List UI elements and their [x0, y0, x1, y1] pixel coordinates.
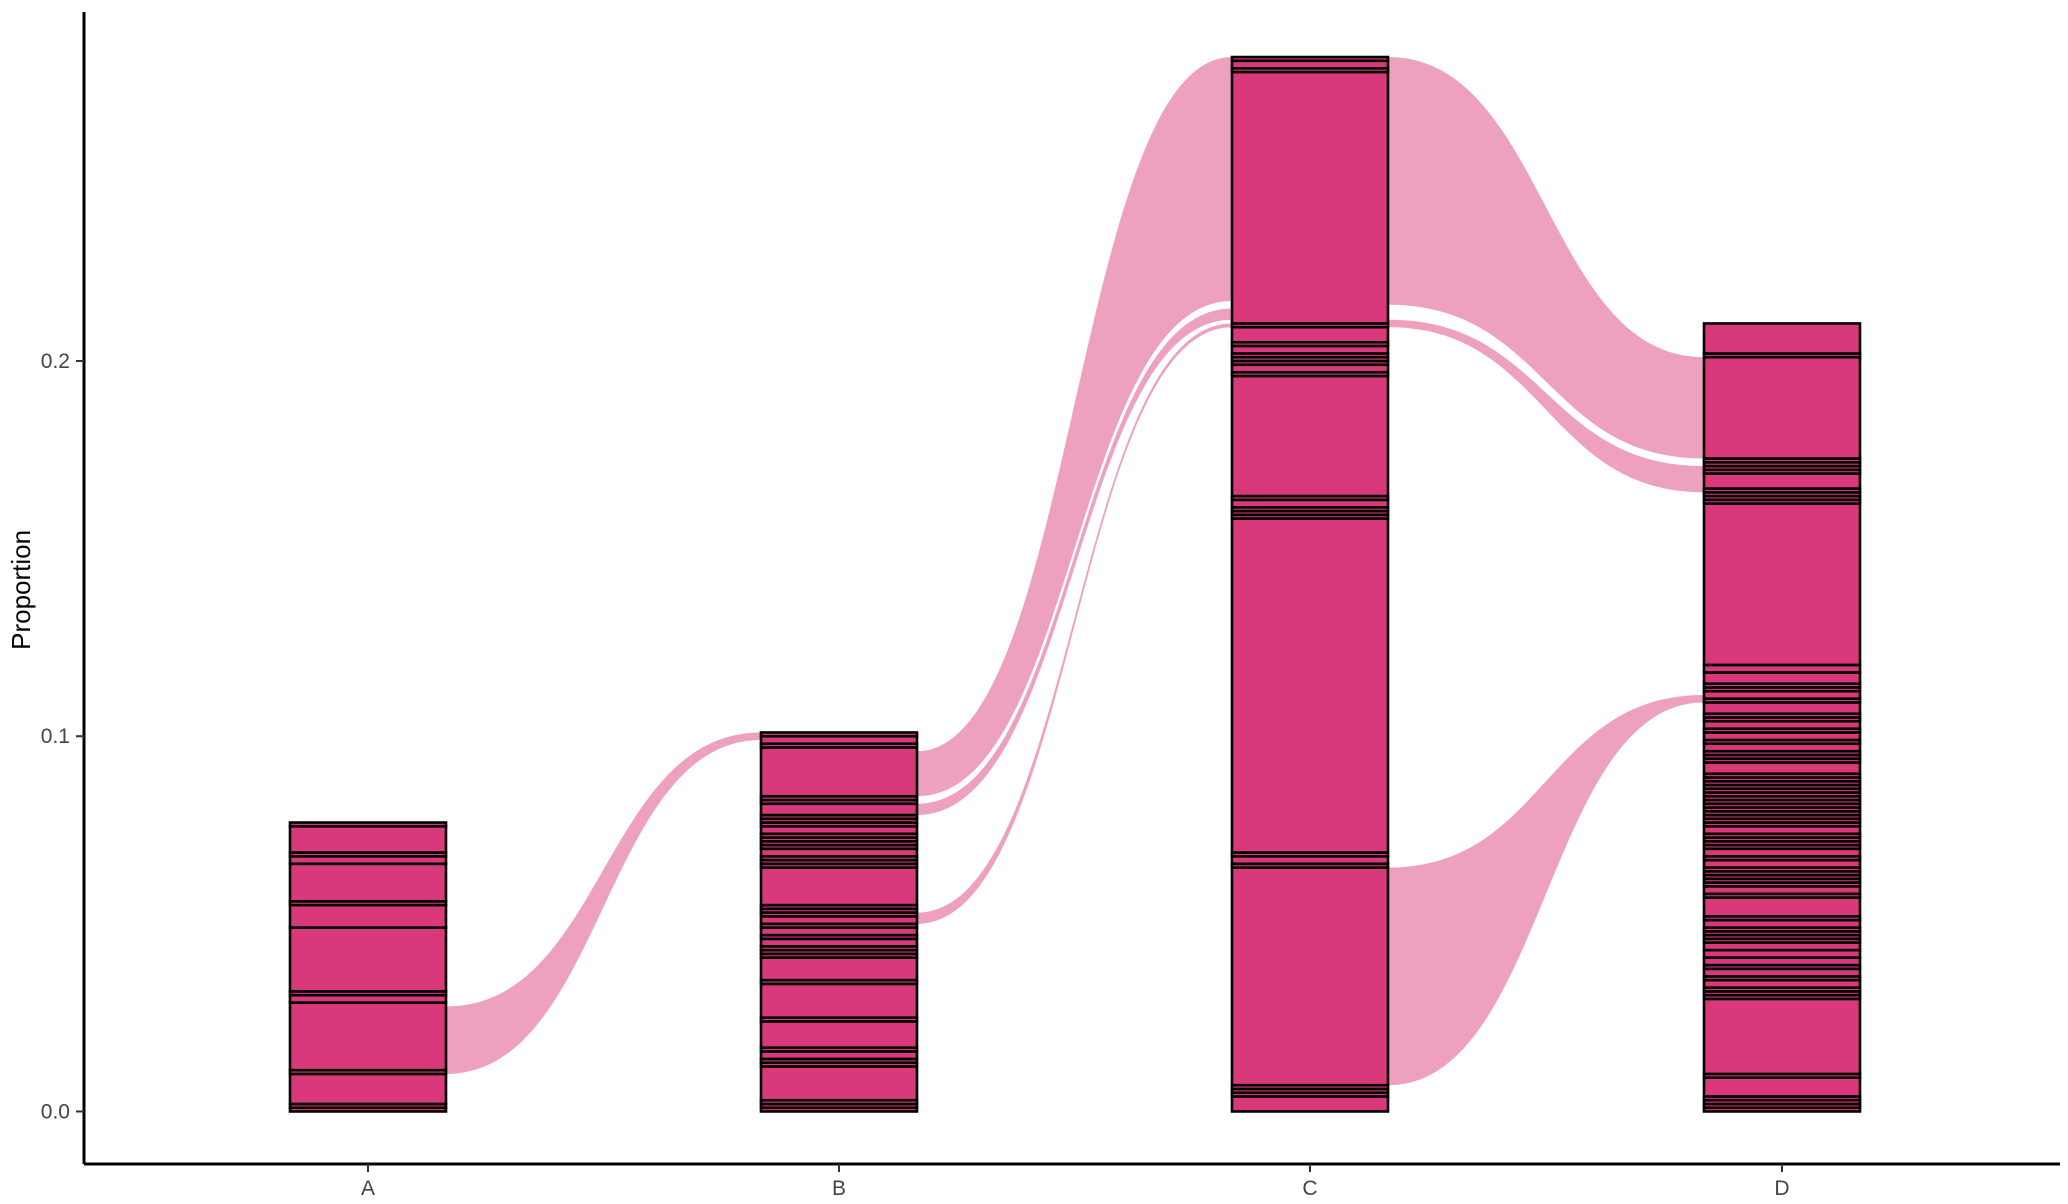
stratum-C-24	[1230, 70, 1390, 325]
flows-layer	[446, 57, 1704, 1086]
stratum-C-14	[1230, 374, 1390, 498]
flow-B-C-1	[917, 57, 1232, 797]
x-tick-label-B: B	[832, 1177, 846, 1200]
x-tick-label-D: D	[1774, 1177, 1789, 1200]
stratum-C-22	[1230, 325, 1390, 344]
stratum-B-37	[759, 802, 919, 817]
flow-B-C-2	[917, 308, 1232, 816]
stratum-D-64	[1702, 701, 1862, 716]
stratum-A-4	[288, 1001, 448, 1072]
y-tick-label-0.1: 0.1	[41, 725, 70, 748]
stratum-A-10	[288, 862, 448, 903]
stratum-D-4	[1702, 1076, 1862, 1098]
stratum-D-76	[1702, 472, 1862, 490]
stratum-A-8	[288, 903, 448, 929]
flow-A-B-0	[446, 732, 761, 1074]
stratum-D-81	[1702, 355, 1862, 460]
stratum-D-71	[1702, 502, 1862, 667]
x-ticks: A B C D	[361, 1164, 1790, 1200]
stratum-D-6	[1702, 997, 1862, 1076]
flow-C-D-5	[1388, 319, 1704, 493]
stratum-D-69	[1702, 671, 1862, 685]
x-tick-label-A: A	[361, 1177, 375, 1200]
stratum-A-2	[288, 1072, 448, 1106]
flow-B-C-3	[917, 323, 1232, 924]
stratum-A-7	[288, 926, 448, 993]
y-tick-label-0.2: 0.2	[41, 350, 70, 373]
stratum-column-D	[1702, 322, 1862, 1113]
stratum-column-B	[759, 731, 919, 1113]
stratum-A-14	[288, 821, 448, 828]
flow-C-D-6	[1388, 694, 1704, 1086]
stratum-B-43	[759, 731, 919, 738]
stratum-C-27	[1230, 55, 1390, 63]
strata-layer	[288, 55, 1862, 1113]
stratum-D-83	[1702, 322, 1862, 355]
stratum-A-13	[288, 824, 448, 854]
stratum-D-53	[1702, 761, 1862, 776]
stratum-column-C	[1230, 55, 1390, 1113]
stratum-C-4	[1230, 866, 1390, 1087]
stratum-column-A	[288, 821, 448, 1113]
y-ticks: 0.0 0.1 0.2	[41, 350, 84, 1123]
y-tick-label-0.0: 0.0	[41, 1100, 70, 1123]
stratum-B-8	[759, 1020, 919, 1049]
flow-C-D-4	[1388, 57, 1704, 459]
stratum-B-3	[759, 1065, 919, 1102]
x-tick-label-C: C	[1302, 1177, 1317, 1200]
stratum-C-0	[1230, 1095, 1390, 1113]
stratum-B-40	[759, 746, 919, 798]
stratum-B-24	[759, 866, 919, 907]
stratum-B-12	[759, 956, 919, 982]
stratum-C-8	[1230, 517, 1390, 854]
stratum-B-10	[759, 982, 919, 1019]
y-axis-title: Proportion	[6, 530, 36, 650]
stratum-D-23	[1702, 896, 1862, 918]
axes-layer: 0.0 0.1 0.2 A B C D Proportion	[6, 12, 2060, 1200]
